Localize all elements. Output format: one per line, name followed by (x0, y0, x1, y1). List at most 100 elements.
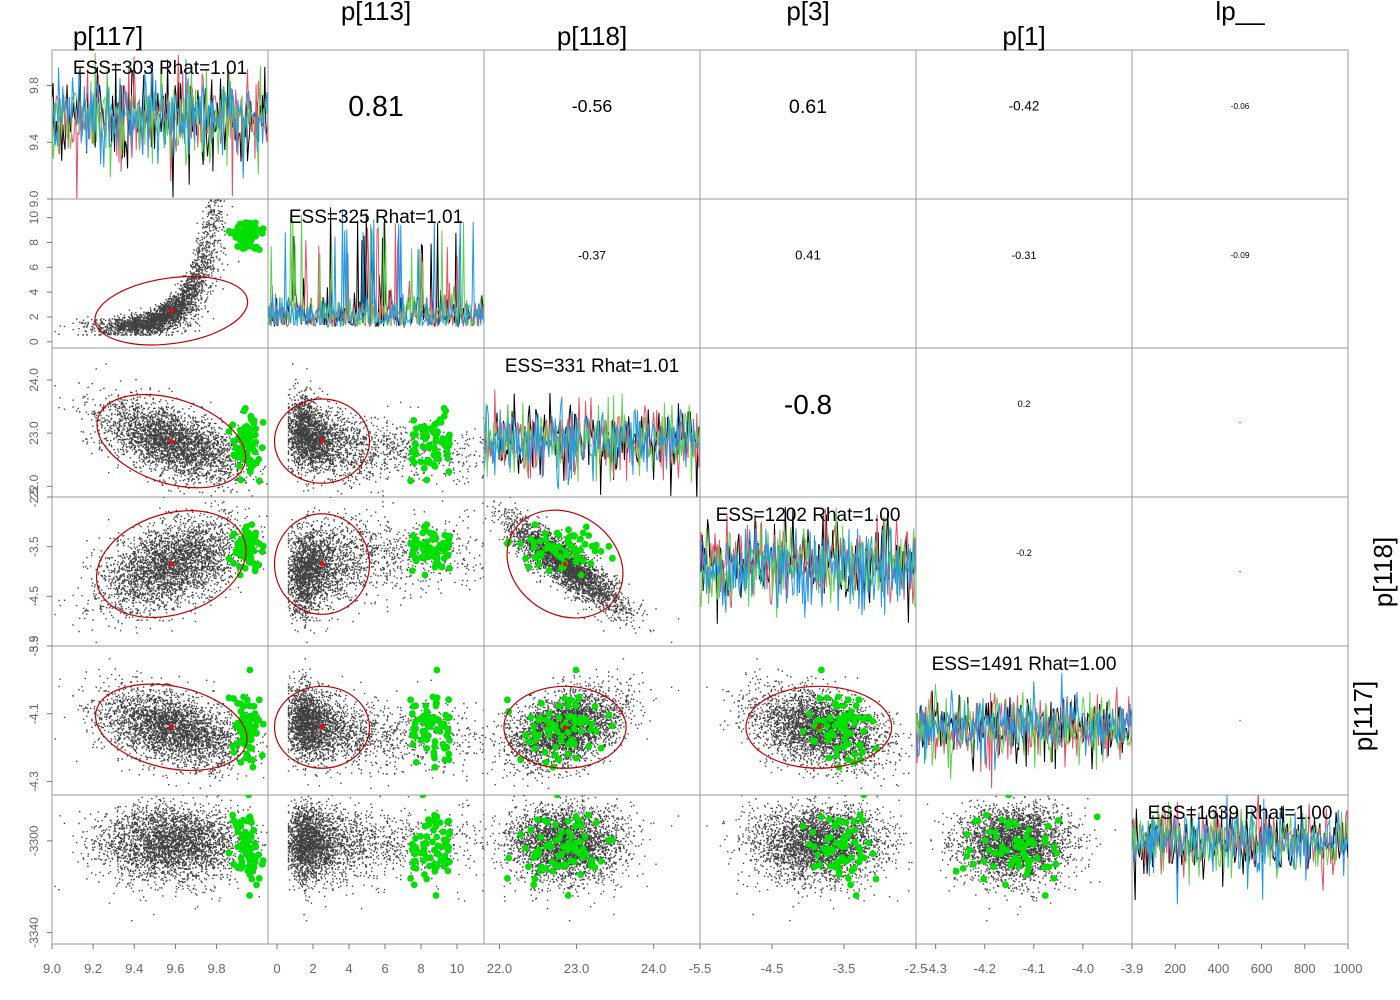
divergent-point (980, 857, 988, 865)
divergent-point (237, 476, 245, 484)
divergent-point (556, 834, 563, 842)
panel-frame (699, 794, 917, 945)
divergent-point (410, 446, 417, 454)
divergent-point (238, 724, 246, 732)
divergent-point (250, 702, 258, 710)
divergent-point (549, 867, 557, 875)
divergent-point (421, 871, 428, 878)
divergent-point (1033, 854, 1041, 862)
label-layer: ESS=303 Rhat=1.01 ESS=325 Rhat=1.01 ESS=33… (27, 0, 1398, 976)
divergent-point (572, 666, 580, 674)
scatter-points (484, 658, 680, 789)
divergent-point (225, 849, 233, 857)
divergent-point (827, 715, 834, 723)
divergent-point (825, 816, 833, 823)
divergent-point (850, 817, 858, 825)
divergent-point (247, 553, 254, 561)
divergent-point (242, 440, 250, 447)
divergent-point (591, 547, 599, 555)
divergent-point (549, 546, 557, 554)
panel-frame (915, 198, 1133, 349)
divergent-point (425, 444, 432, 452)
panel-2-1 (267, 347, 485, 498)
divergent-point (567, 541, 575, 549)
divergent-point (542, 842, 550, 850)
divergent-point (856, 741, 864, 748)
y-tick-label: -3340 (27, 917, 41, 948)
divergent-point (412, 425, 420, 432)
panel-4-3 (699, 645, 917, 796)
divergent-point (412, 865, 420, 872)
panel-1-0 (51, 198, 269, 349)
divergent-point (425, 732, 432, 740)
divergent-point (247, 464, 255, 472)
divergent-point (545, 567, 553, 575)
divergent-point (869, 717, 877, 725)
divergent-point (999, 846, 1007, 854)
diagnostic-label: ESS=325 Rhat=1.01 (289, 207, 463, 228)
mean-point (562, 724, 568, 730)
panel-5-5 (1131, 794, 1349, 945)
divergent-point (230, 860, 238, 868)
divergent-point (443, 542, 451, 549)
divergent-point (1044, 822, 1052, 830)
divergent-point (605, 711, 613, 719)
variable-header: p[117] (73, 21, 143, 51)
panel-content (52, 52, 268, 199)
trace-chain-2 (484, 389, 700, 481)
divergent-point (534, 816, 541, 823)
divergent-point (251, 532, 259, 540)
divergent-point (541, 748, 549, 756)
mean-point (319, 724, 325, 730)
scatter-points (54, 658, 268, 789)
divergent-point (258, 548, 266, 555)
y-tick-label: -3300 (27, 825, 41, 856)
divergent-point (522, 731, 529, 739)
y-tick-label: 9.8 (27, 77, 41, 94)
divergent-point (408, 455, 416, 463)
divergent-point (847, 708, 855, 715)
divergent-point (240, 547, 248, 554)
y-tick-label: 9.0 (27, 190, 41, 207)
correlation-value: -0.06 (1231, 102, 1250, 111)
divergent-point (522, 845, 529, 852)
divergent-point (420, 464, 428, 472)
panel-content (484, 497, 680, 644)
panel-frame (699, 347, 917, 498)
x-tick-label: 600 (1251, 961, 1273, 976)
y-tick-label: -3.9 (27, 635, 41, 656)
divergent-point (250, 560, 258, 567)
divergent-point (253, 881, 260, 889)
divergent-point (230, 695, 238, 702)
divergent-point (240, 230, 248, 238)
credible-ellipse (94, 275, 249, 346)
divergent-point (445, 831, 453, 838)
divergent-point (581, 832, 589, 840)
scatter-points (484, 497, 680, 644)
divergent-point (408, 731, 416, 739)
diagnostic-label: ESS=1202 Rhat=1.00 (716, 505, 901, 526)
divergent-point (605, 542, 613, 550)
x-tick-label: 9.6 (166, 961, 184, 976)
divergent-point (581, 540, 589, 548)
divergent-point (504, 696, 511, 704)
panel-content (273, 658, 484, 789)
panel-5-2 (483, 794, 701, 945)
divergent-point (240, 719, 247, 726)
divergent-point (585, 532, 593, 539)
divergent-point (542, 545, 550, 552)
divergent-point (530, 854, 538, 862)
panel-1-4 (915, 198, 1133, 349)
divergent-point (534, 732, 541, 740)
scatter-points (54, 497, 268, 644)
divergent-point (420, 433, 427, 441)
divergent-point (592, 819, 600, 826)
divergent-point (816, 861, 824, 869)
divergent-point (258, 752, 266, 759)
x-tick-label: -4.5 (761, 961, 783, 976)
variable-header: p[1] (1002, 21, 1045, 51)
row-label: p[117] (1348, 681, 1378, 751)
divergent-point (412, 536, 420, 543)
credible-ellipse (96, 393, 247, 489)
divergent-point (225, 555, 233, 562)
